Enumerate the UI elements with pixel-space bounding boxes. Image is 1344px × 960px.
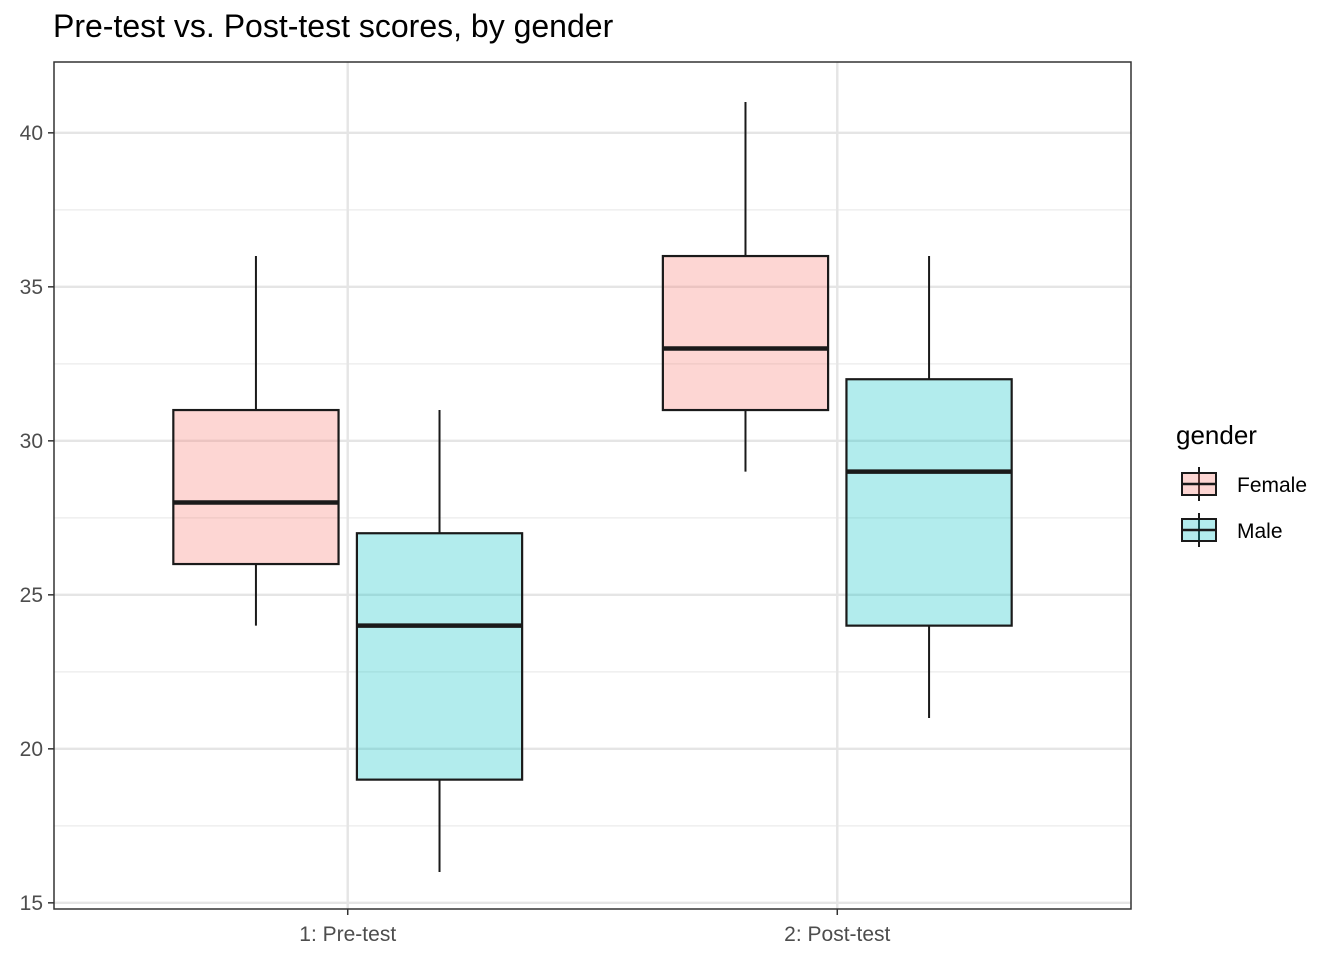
y-tick-label: 30 xyxy=(20,430,43,453)
y-tick-label: 35 xyxy=(20,276,43,299)
box-body xyxy=(355,532,524,781)
y-tick-label: 15 xyxy=(20,892,43,915)
box-female-1 xyxy=(172,256,340,626)
y-tick-label: 25 xyxy=(20,584,43,607)
legend-label-female: Female xyxy=(1237,474,1307,497)
axes: 15 20 25 30 35 40 1: Pre-test 2: Post-test xyxy=(20,122,891,946)
box-male-2 xyxy=(845,256,1013,719)
box-body xyxy=(845,378,1013,627)
panel-background xyxy=(54,62,1131,909)
panel-border xyxy=(53,61,1132,910)
grid-lines xyxy=(54,62,1131,909)
legend: gender Female Male xyxy=(1176,420,1307,547)
chart-title: Pre-test vs. Post-test scores, by gender xyxy=(53,8,614,44)
legend-key-female xyxy=(1181,467,1217,501)
box-female-2 xyxy=(661,102,830,472)
y-tick-label: 40 xyxy=(20,122,43,145)
x-tick-label: 2: Post-test xyxy=(784,923,890,946)
legend-key-male xyxy=(1181,513,1217,547)
y-tick-label: 20 xyxy=(20,738,43,761)
box-layer xyxy=(172,102,1013,873)
x-tick-label: 1: Pre-test xyxy=(299,923,396,946)
legend-title: gender xyxy=(1176,420,1257,450)
box-body xyxy=(172,408,340,566)
box-male-1 xyxy=(355,410,524,873)
box-body xyxy=(661,254,830,412)
legend-label-male: Male xyxy=(1237,520,1283,543)
